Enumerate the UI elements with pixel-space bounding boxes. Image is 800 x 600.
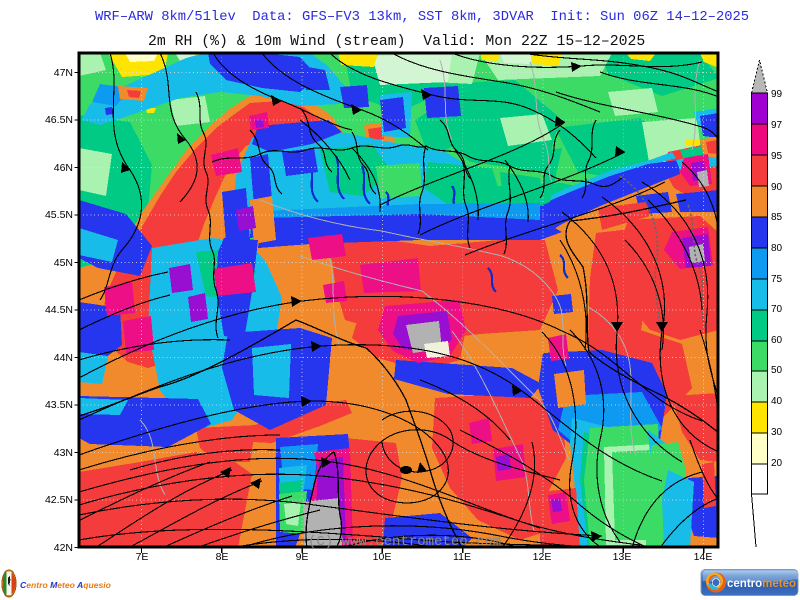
svg-text:(C) www.centrometeo.com: (C) www.centrometeo.com bbox=[308, 534, 501, 550]
svg-text:Centro Meteo Aquesio: Centro Meteo Aquesio bbox=[20, 580, 111, 590]
svg-text:centrometeo: centrometeo bbox=[727, 578, 796, 590]
